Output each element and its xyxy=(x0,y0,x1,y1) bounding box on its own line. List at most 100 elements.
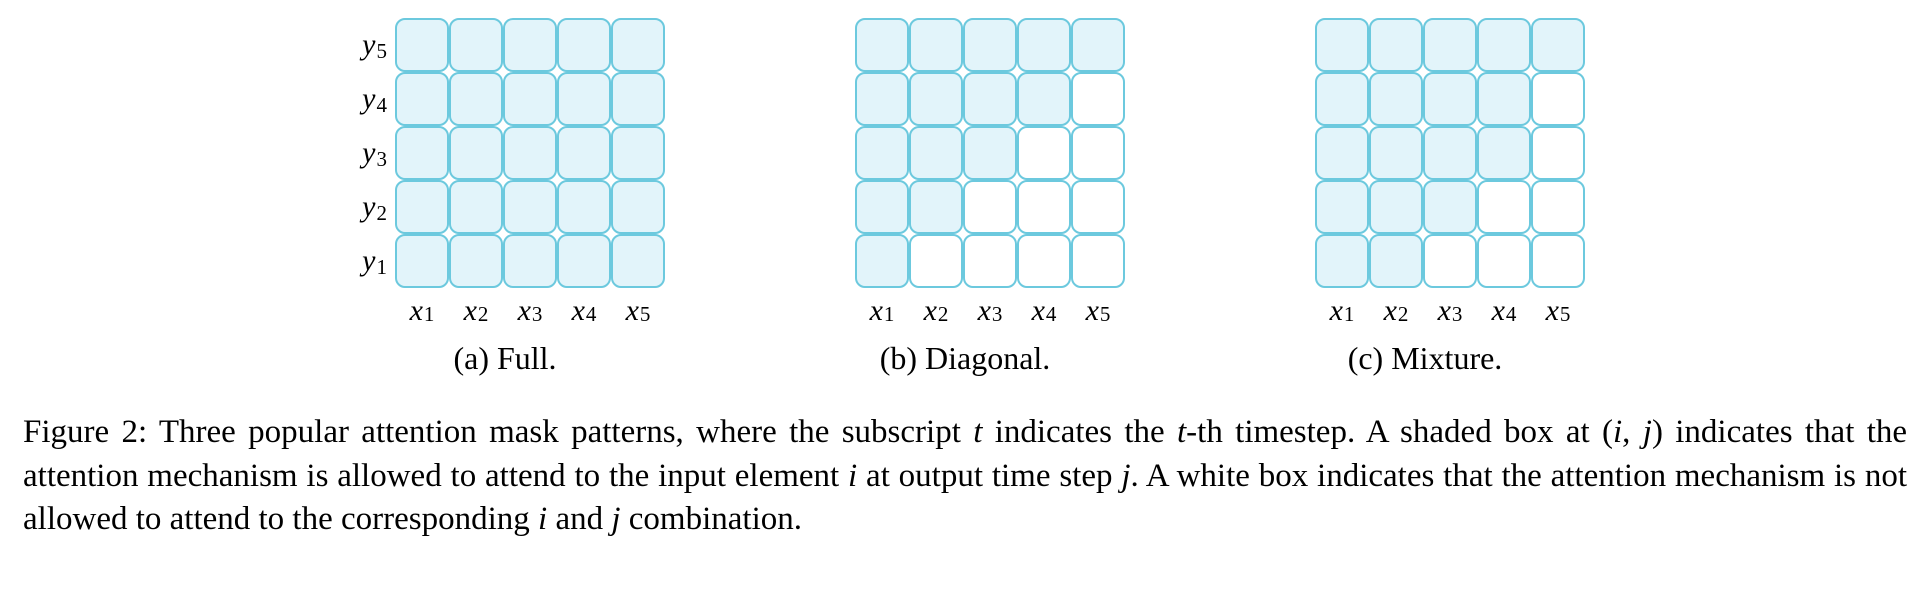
mask-cell-allowed xyxy=(909,180,963,234)
mask-cell-blocked xyxy=(1477,180,1531,234)
mask-cell-allowed xyxy=(1423,18,1477,72)
grid-row xyxy=(1315,18,1585,72)
y-axis-labels: y5y4y3y2y1 xyxy=(345,18,387,288)
mask-cell-allowed xyxy=(395,234,449,288)
caption-var-j: j xyxy=(611,501,620,537)
mask-cell-allowed xyxy=(1369,234,1423,288)
mask-cell-allowed xyxy=(1423,72,1477,126)
x-axis-label: x5 xyxy=(1071,294,1125,330)
mask-cell-allowed xyxy=(855,234,909,288)
grid-row xyxy=(395,180,665,234)
caption-text: -th timestep. A shaded box at xyxy=(1186,414,1602,450)
mask-cell-allowed xyxy=(1531,18,1585,72)
grid-row xyxy=(855,126,1125,180)
grid-row xyxy=(855,234,1125,288)
caption-var-t: t xyxy=(973,414,982,450)
figure-panel-b: y5y4y3y2y1x1x2x3x4x5(b) Diagonal. xyxy=(805,18,1125,377)
mask-cell-allowed xyxy=(611,72,665,126)
x-axis-label: x3 xyxy=(1423,294,1477,330)
x-axis-labels: x1x2x3x4x5 xyxy=(1265,294,1585,330)
attention-mask-grid xyxy=(855,18,1125,288)
x-axis-label: x4 xyxy=(1477,294,1531,330)
mask-cell-allowed xyxy=(1369,126,1423,180)
y-axis-label: y1 xyxy=(345,234,387,288)
x-axis-label: x3 xyxy=(503,294,557,330)
mask-cell-allowed xyxy=(909,72,963,126)
panel-subcaption: (b) Diagonal. xyxy=(880,340,1051,377)
x-axis-label: x3 xyxy=(963,294,1017,330)
y-axis-label: y5 xyxy=(345,18,387,72)
mask-cell-allowed xyxy=(503,18,557,72)
mask-cell-allowed xyxy=(1071,18,1125,72)
x-axis-label: x2 xyxy=(1369,294,1423,330)
mask-cell-allowed xyxy=(855,180,909,234)
caption-text: combination. xyxy=(621,501,802,537)
grid-row xyxy=(1315,180,1585,234)
figure-panel-c: y5y4y3y2y1 x1x2x3x4x5 (c) Mixture. xyxy=(1265,18,1585,377)
mask-cell-blocked xyxy=(1423,234,1477,288)
mask-cell-blocked xyxy=(1531,180,1585,234)
figure-panels-row: y5y4y3y2y1x1x2x3x4x5(a) Full.y5y4y3y2y1x… xyxy=(0,18,1930,377)
attention-mask-grid xyxy=(395,18,665,288)
caption-text: and xyxy=(547,501,611,537)
mask-cell-allowed xyxy=(557,72,611,126)
caption-comma: , xyxy=(1622,414,1643,450)
x-axis-labels: x1x2x3x4x5 xyxy=(805,294,1125,330)
figure-caption: Figure 2: Three popular attention mask p… xyxy=(23,411,1907,542)
mask-cell-allowed xyxy=(963,72,1017,126)
mask-cell-allowed xyxy=(449,180,503,234)
mask-cell-allowed xyxy=(395,18,449,72)
mask-cell-allowed xyxy=(1017,72,1071,126)
y-axis-label: y4 xyxy=(345,72,387,126)
mask-cell-blocked xyxy=(909,234,963,288)
caption-var-j: j xyxy=(1643,414,1652,450)
mask-cell-allowed xyxy=(557,234,611,288)
grid-row xyxy=(855,18,1125,72)
mask-cell-allowed xyxy=(449,126,503,180)
x-axis-label: x4 xyxy=(1017,294,1071,330)
mask-cell-allowed xyxy=(855,72,909,126)
mask-cell-allowed xyxy=(1017,18,1071,72)
x-axis-label: x5 xyxy=(1531,294,1585,330)
mask-cell-blocked xyxy=(1017,234,1071,288)
x-axis-label: x1 xyxy=(395,294,449,330)
caption-paren: ( xyxy=(1602,414,1613,450)
grid-row xyxy=(855,180,1125,234)
mask-cell-allowed xyxy=(611,234,665,288)
mask-cell-allowed xyxy=(449,72,503,126)
mask-cell-allowed xyxy=(963,18,1017,72)
mask-cell-allowed xyxy=(395,72,449,126)
x-axis-label: x5 xyxy=(611,294,665,330)
panel-subcaption: (c) Mixture. xyxy=(1348,340,1503,377)
mask-cell-blocked xyxy=(1531,72,1585,126)
mask-cell-allowed xyxy=(611,126,665,180)
mask-cell-blocked xyxy=(963,180,1017,234)
mask-cell-allowed xyxy=(503,72,557,126)
grid-row xyxy=(395,234,665,288)
caption-var-i: i xyxy=(538,501,547,537)
mask-cell-allowed xyxy=(1423,180,1477,234)
grid-row xyxy=(1315,126,1585,180)
mask-cell-allowed xyxy=(1369,18,1423,72)
mask-cell-allowed xyxy=(557,180,611,234)
caption-text: indicates the xyxy=(982,414,1177,450)
caption-text: at output time step xyxy=(857,458,1121,494)
mask-cell-allowed xyxy=(1315,234,1369,288)
mask-cell-allowed xyxy=(1315,180,1369,234)
mask-cell-allowed xyxy=(503,180,557,234)
mask-cell-allowed xyxy=(1369,180,1423,234)
mask-cell-allowed xyxy=(1477,18,1531,72)
figure-panel-body: y5y4y3y2y1 xyxy=(1265,18,1585,288)
mask-cell-blocked xyxy=(1071,72,1125,126)
x-axis-labels: x1x2x3x4x5 xyxy=(345,294,665,330)
y-axis-label: y3 xyxy=(345,126,387,180)
figure-panel-a: y5y4y3y2y1x1x2x3x4x5(a) Full. xyxy=(345,18,665,377)
mask-cell-allowed xyxy=(449,234,503,288)
mask-cell-allowed xyxy=(1423,126,1477,180)
caption-paren: ) xyxy=(1652,414,1663,450)
mask-cell-allowed xyxy=(449,18,503,72)
mask-cell-blocked xyxy=(1531,126,1585,180)
grid-row xyxy=(1315,234,1585,288)
grid-row xyxy=(395,18,665,72)
x-axis-label: x1 xyxy=(855,294,909,330)
